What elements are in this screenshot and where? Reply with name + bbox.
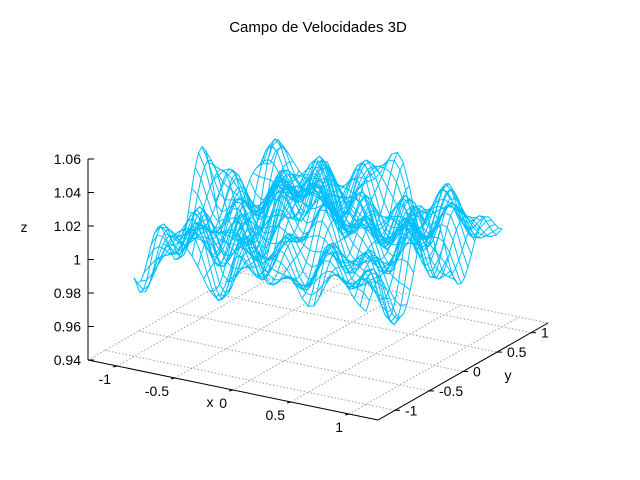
z-tick-label: 0.96 [54,319,81,335]
surface-isoline-y [209,174,346,292]
axes [87,158,549,421]
surface-isoline-y [203,169,340,279]
grid-line-x [87,262,259,361]
surface-isoline-y [359,205,497,326]
surface-isoline-y [150,145,288,279]
surface-isoline-y [365,209,503,319]
x-tick-label: 0.5 [266,407,286,423]
surface-isoline-y [185,184,323,268]
grid-line-x [174,280,346,379]
z-tick-label: 1.04 [54,185,81,201]
x-tick-mark [228,389,234,392]
surface-isoline-y [232,176,369,278]
surface-isoline-y [272,185,410,286]
surface-isoline-y [319,183,457,298]
y-tick-label: 1 [541,325,549,341]
surface-isoline-y [191,179,329,257]
tick-labels: -1 -0.5 0 0.5 1 -1 -0.5 0 0.5 1 1.06 1.04 1.02 1 0.98 0… [54,151,549,435]
y-tick-label: 0 [473,364,481,380]
x-tick-label: -0.5 [145,383,169,399]
surface-isoline-y [133,145,271,284]
x-tick-label: -1 [99,371,112,387]
grid-line-y [240,272,532,334]
grid-line-x [348,316,520,415]
surface-isoline-y [238,162,375,281]
x-tick-mark [286,401,292,404]
x-axis-label: x [207,394,214,410]
surface-isoline-y [168,177,306,246]
surface-isoline-y [336,205,474,290]
grid-line-y [206,291,498,353]
y-tick-label: -1 [405,402,418,418]
surface-isoline-y [226,164,364,282]
x-tick-mark [112,365,118,368]
y-axis-label: y [505,367,512,383]
z-tick-label: 0.98 [54,285,81,301]
surface-isoline-y [301,199,439,299]
chart-title: Campo de Velocidades 3D [229,19,407,36]
velocity-surface [133,138,503,326]
grid-line-y [104,349,396,411]
surface-isoline-y [284,204,422,290]
y-tick-label: -0.5 [439,383,463,399]
x-tick-label: 1 [335,419,343,435]
surface-isoline-y [145,138,283,292]
surface-isoline-y [313,188,451,307]
z-axis-label: z [21,219,28,235]
grid-line-y [172,311,464,372]
grid-line-x [116,268,288,367]
z-tick-label: 1.06 [54,151,81,167]
surface-isoline-y [156,161,294,261]
surface-isoline-y [353,205,491,319]
z-tick-label: 0.94 [54,352,81,368]
surface-isoline-y [348,205,485,301]
grid-line-x [232,292,404,391]
z-tick-label: 1.02 [54,218,81,234]
y-tick-label: 0.5 [507,344,527,360]
x-tick-mark [344,413,350,416]
grid-line-y [138,330,430,392]
x-tick-label: 0 [219,395,227,411]
x-tick-mark [170,377,176,380]
surface-isoline-y [249,160,387,261]
z-tick-label: 1 [73,252,81,268]
surface-isoline-y [307,205,445,307]
grid-line-x [290,304,462,403]
surface-isoline-y [214,160,352,301]
